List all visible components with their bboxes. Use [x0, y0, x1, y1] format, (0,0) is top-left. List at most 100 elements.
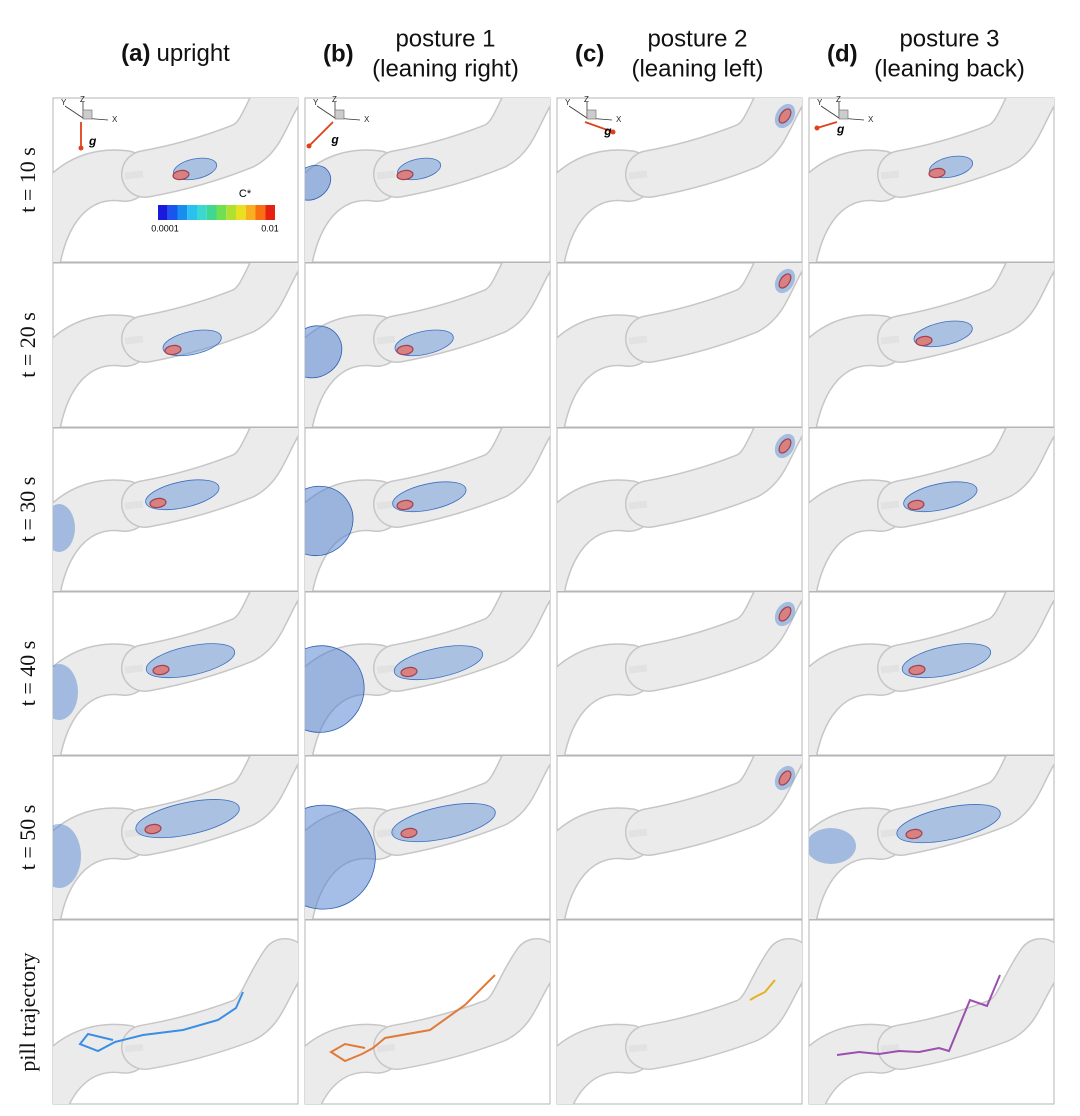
axes-triad: Y Z Xg: [565, 95, 622, 138]
cube: [586, 109, 597, 120]
panel-content: [305, 741, 537, 931]
panel-content: [789, 248, 1041, 438]
pill: [164, 344, 182, 356]
panel: [537, 919, 803, 1116]
concentration-plume: [53, 664, 78, 720]
panel-content: [305, 413, 537, 603]
cube: [838, 109, 849, 120]
axis-label: Y: [565, 98, 571, 107]
pill: [908, 664, 926, 676]
colorbar-swatch: [245, 205, 256, 220]
column-subtitle: (leaning left): [631, 55, 763, 82]
pill: [778, 770, 792, 786]
panel: Y Z Xg: [789, 83, 1055, 273]
cube: [334, 109, 345, 120]
panel-content: [537, 413, 799, 603]
axis-label: Z: [836, 95, 841, 104]
gravity-arrow: [816, 121, 838, 129]
panel-content: [789, 83, 1041, 273]
panel: [285, 919, 551, 1116]
panel: [304, 413, 551, 603]
concentration-plume: [135, 799, 240, 839]
axis-label: X: [112, 115, 118, 124]
panel: [789, 248, 1055, 438]
pill-trajectory: [329, 974, 496, 1063]
axis-label: X: [616, 115, 622, 124]
panel: [304, 741, 551, 931]
axes-triad: Y Z Xg: [61, 95, 118, 151]
gravity-arrow-head: [306, 143, 312, 149]
panel-content: [33, 83, 285, 273]
panel-content: [537, 248, 799, 438]
axis: [820, 105, 840, 119]
axis-label: Z: [332, 95, 337, 104]
concentration-plume: [391, 803, 496, 843]
colorbar-swatch: [206, 205, 217, 220]
axis-label: Z: [584, 95, 589, 104]
column-letter: (d): [827, 40, 858, 67]
panel: [33, 919, 299, 1116]
panel: [789, 413, 1055, 603]
colorbar-label: 0.01: [261, 223, 279, 233]
row-label: t = 20 s: [15, 312, 40, 378]
gravity-arrow: [308, 121, 334, 147]
pill: [778, 606, 792, 622]
panel: [52, 577, 299, 767]
gravity-label: g: [836, 122, 845, 136]
panel-content: [537, 577, 799, 767]
concentration-plume: [305, 645, 365, 733]
panel: [52, 755, 299, 920]
row-label: t = 50 s: [15, 805, 40, 871]
column-letter: (b): [323, 40, 354, 67]
pill: [778, 438, 792, 454]
pill: [778, 108, 792, 124]
column-title: posture 1: [395, 25, 495, 52]
colorbar-swatch: [216, 205, 227, 220]
panel: [789, 577, 1055, 767]
pill: [915, 335, 933, 347]
pill: [396, 344, 414, 356]
panel: [52, 427, 299, 592]
axis: [316, 105, 336, 119]
concentration-plume: [53, 504, 75, 552]
panel-content: [789, 577, 1041, 767]
panel-content: [285, 961, 537, 1116]
axis: [568, 105, 588, 119]
axes-triad: Y Z Xg: [306, 95, 370, 149]
axis-label: Y: [313, 98, 319, 107]
colorbar-swatch: [177, 205, 188, 220]
gravity-arrow-head: [814, 125, 820, 131]
panel-content: [33, 961, 285, 1116]
panel-content: [53, 577, 285, 767]
pill-trajectory: [836, 974, 1001, 1056]
concentration-plume: [305, 804, 376, 910]
concentration-plume: [305, 485, 354, 557]
row-label: t = 40 s: [15, 641, 40, 707]
row-label: t = 30 s: [15, 477, 40, 543]
colorbar-swatch: [158, 205, 168, 220]
panel: [304, 591, 551, 756]
panel-content: [537, 961, 789, 1116]
pill: [778, 273, 792, 289]
panel: [537, 577, 803, 767]
panel: [537, 413, 803, 603]
panel: Y Z Xg: [304, 95, 551, 263]
colorbar-swatch: [226, 205, 236, 220]
panel-content: [305, 248, 537, 438]
panel: [537, 248, 803, 438]
column-title: upright: [156, 40, 230, 67]
panel-content: [537, 83, 799, 273]
panel: Y Z Xg: [537, 83, 803, 273]
panel: [808, 755, 1055, 920]
panel-content: [537, 741, 799, 931]
gravity-arrow-head: [78, 145, 84, 151]
panel: [537, 741, 803, 931]
pill: [144, 823, 162, 835]
column-header: (a) upright: [121, 40, 230, 67]
axis-label: X: [364, 115, 370, 124]
column-letter: (c): [575, 40, 604, 67]
concentration-plume: [53, 824, 81, 888]
panel-content: [33, 248, 285, 438]
panel-content: [789, 413, 1041, 603]
